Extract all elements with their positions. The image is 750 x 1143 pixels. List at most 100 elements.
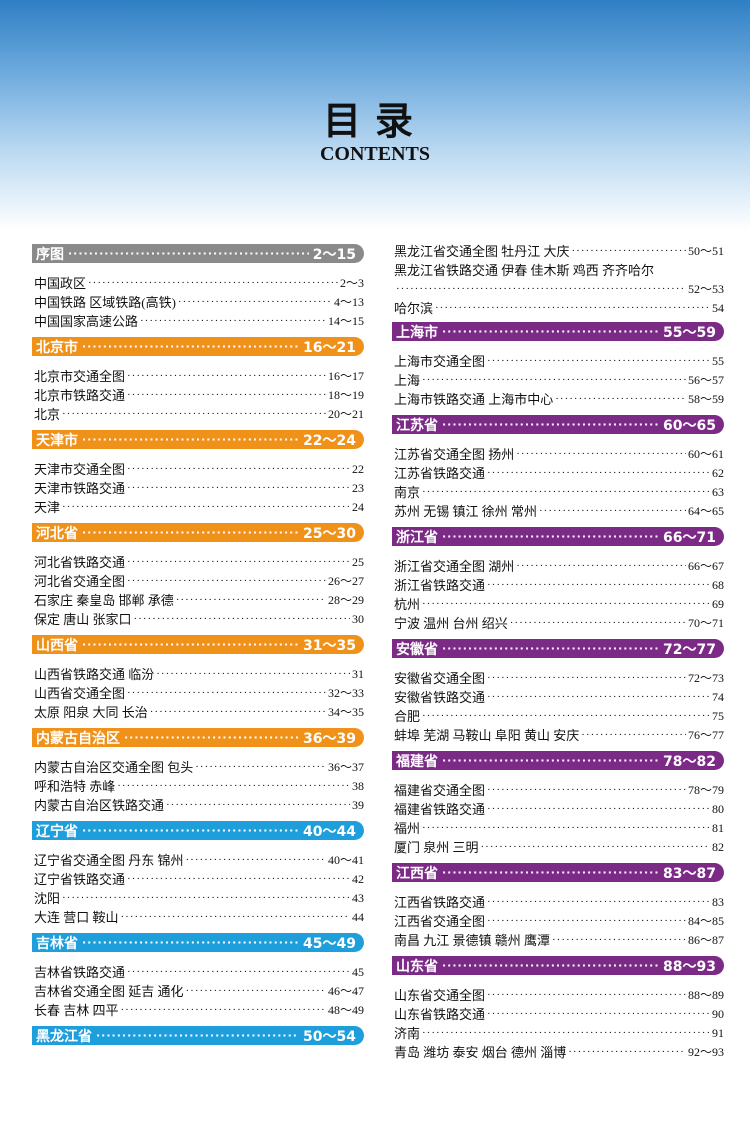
toc-entry[interactable]: 太原 阳泉 大同 长治 ·····························… [34, 703, 364, 722]
entry-page: 88～89 [687, 988, 724, 1002]
toc-entry[interactable]: 福建省铁路交通 ·································… [394, 800, 724, 819]
section-header[interactable]: 河北省 ·····································… [32, 523, 364, 542]
section-entries: 辽宁省交通全图 丹东 锦州 ···························… [32, 840, 364, 933]
section-header[interactable]: 吉林省 ·····································… [32, 933, 364, 952]
section-header[interactable]: 辽宁省 ·····································… [32, 821, 364, 840]
section-pages: 45～49 [303, 935, 356, 952]
toc-entry[interactable]: 吉林省铁路交通 ·································… [34, 963, 364, 982]
toc-entry[interactable]: 河北省铁路交通 ·································… [34, 553, 364, 572]
section-name: 福建省 [396, 753, 438, 770]
section-header[interactable]: 江苏省 ·····································… [392, 415, 724, 434]
toc-entry[interactable]: 黑龙江省铁路交通 伊春 佳木斯 鸡西 齐齐哈尔 [394, 263, 655, 278]
section-pages: 88～93 [663, 958, 716, 975]
toc-entry[interactable]: 哈尔滨 ·····································… [394, 299, 724, 318]
entry-title: 长春 吉林 四平 [34, 1003, 119, 1018]
entry-page: 16～17 [327, 369, 364, 383]
toc-entry[interactable]: 辽宁省交通全图 丹东 锦州 ···························… [34, 851, 364, 870]
toc-entry[interactable]: 厦门 泉州 三明 ································… [394, 838, 724, 857]
entry-page: 54 [712, 301, 724, 315]
toc-entry[interactable]: 安徽省铁路交通 ·································… [394, 688, 724, 707]
toc-entry[interactable]: 上海市铁路交通 上海市中心 ···························… [394, 390, 724, 409]
section-header[interactable]: 山西省 ·····································… [32, 635, 364, 654]
entry-page: 81 [712, 821, 724, 835]
toc-entry[interactable]: 南昌 九江 景德镇 赣州 鹰潭 ·························… [394, 931, 724, 950]
toc-entry[interactable]: 山西省铁路交通 临汾 ······························… [34, 665, 364, 684]
toc-entry[interactable]: 上海 ······································… [394, 371, 724, 390]
toc-entry[interactable]: 合肥 ······································… [394, 707, 724, 726]
toc-entry[interactable]: 济南 ······································… [394, 1024, 724, 1043]
toc-entry[interactable]: 北京市铁路交通 ·································… [34, 386, 364, 405]
entry-title: 济南 [394, 1026, 421, 1041]
section-header[interactable]: 上海市 ·····································… [392, 322, 724, 341]
entry-page: 42 [352, 872, 364, 886]
toc-entry[interactable]: 南京 ······································… [394, 483, 724, 502]
leader-dots: ········································… [442, 642, 660, 655]
section-header[interactable]: 浙江省 ·····································… [392, 527, 724, 546]
toc-entry[interactable]: 石家庄 秦皇岛 邯郸 承德 ···························… [34, 591, 364, 610]
section-header[interactable]: 黑龙江省 ····································… [32, 1026, 364, 1045]
section-header[interactable]: 内蒙古自治区 ··································… [32, 728, 364, 747]
leader-dots: ········································… [127, 873, 350, 885]
toc-entry[interactable]: 福州 ······································… [394, 819, 724, 838]
entry-page: 76～77 [687, 728, 724, 742]
section-header[interactable]: 天津市 ·····································… [32, 430, 364, 449]
toc-entry[interactable]: 宁波 温州 台州 绍兴 ·····························… [394, 614, 724, 633]
toc-entry[interactable]: 浙江省交通全图 湖州 ······························… [394, 557, 724, 576]
toc-entry[interactable]: 杭州 ······································… [394, 595, 724, 614]
toc-entry[interactable]: 福建省交通全图 ·································… [394, 781, 724, 800]
entry-title: 合肥 [394, 709, 421, 724]
toc-entry[interactable]: 长春 吉林 四平 ································… [34, 1001, 364, 1020]
entry-page: 50～51 [687, 244, 724, 258]
toc-entry[interactable]: 江苏省交通全图 扬州 ······························… [394, 445, 724, 464]
section-header[interactable]: 序图 ······································… [32, 244, 364, 263]
toc-entry[interactable]: 内蒙古自治区交通全图 包头 ···························… [34, 758, 364, 777]
toc-entry[interactable]: 北京市交通全图 ·································… [34, 367, 364, 386]
toc-entry[interactable]: 蚌埠 芜湖 马鞍山 阜阳 黄山 安庆 ······················… [394, 726, 724, 745]
section-name: 内蒙古自治区 [36, 730, 120, 747]
leader-dots: ········································… [127, 575, 326, 587]
section-header[interactable]: 江西省 ·····································… [392, 863, 724, 882]
toc-entry[interactable]: 上海市交通全图 ·································… [394, 352, 724, 371]
section-entries: 浙江省交通全图 湖州 ······························… [392, 546, 724, 639]
toc-entry[interactable]: 辽宁省铁路交通 ·································… [34, 870, 364, 889]
entry-page: 69 [712, 597, 724, 611]
toc-entry[interactable]: 安徽省交通全图 ·································… [394, 669, 724, 688]
toc-entry[interactable]: 天津市铁路交通 ·································… [34, 479, 364, 498]
toc-entry[interactable]: 江西省交通全图 ·································… [394, 912, 724, 931]
toc-entry[interactable]: 保定 唐山 张家口 ·······························… [34, 610, 364, 629]
entry-page: 68 [712, 578, 724, 592]
toc-entry[interactable]: 呼和浩特 赤峰 ·································… [34, 777, 364, 796]
entry-title: 大连 营口 鞍山 [34, 910, 119, 925]
toc-entry[interactable]: 青岛 潍坊 泰安 烟台 德州 淄博 ·······················… [394, 1043, 724, 1062]
section-header[interactable]: 福建省 ·····································… [392, 751, 724, 770]
section-header[interactable]: 北京市 ·····································… [32, 337, 364, 356]
toc-entry[interactable]: 江苏省铁路交通 ·································… [394, 464, 724, 483]
leader-dots: ········································… [509, 617, 686, 629]
entry-title: 福建省交通全图 [394, 783, 486, 798]
toc-entry[interactable]: 山东省铁路交通 ·································… [394, 1005, 724, 1024]
entry-title: 辽宁省交通全图 丹东 锦州 [34, 853, 184, 868]
toc-entry[interactable]: 大连 营口 鞍山 ································… [34, 908, 364, 927]
toc-entry[interactable]: 山东省交通全图 ·································… [394, 986, 724, 1005]
leader-dots: ········································… [422, 486, 710, 498]
toc-entry[interactable]: 中国政区 ····································… [34, 274, 364, 293]
toc-entry[interactable]: 江西省铁路交通 ·································… [394, 893, 724, 912]
toc-entry[interactable]: 吉林省交通全图 延吉 通化 ···························… [34, 982, 364, 1001]
toc-entry[interactable]: 黑龙江省交通全图 牡丹江 大庆·························… [394, 242, 724, 261]
toc-entry[interactable]: 山西省交通全图 ·································… [34, 684, 364, 703]
section-header[interactable]: 山东省 ·····································… [392, 956, 724, 975]
toc-entry[interactable]: 北京 ······································… [34, 405, 364, 424]
toc-entry[interactable]: 沈阳 ······································… [34, 889, 364, 908]
toc-entry[interactable]: 内蒙古自治区铁路交通 ······························… [34, 796, 364, 815]
toc-entry[interactable]: 中国国家高速公路 ································… [34, 312, 364, 331]
section-header[interactable]: 安徽省 ·····································… [392, 639, 724, 658]
toc-entry[interactable]: 河北省交通全图 ·································… [34, 572, 364, 591]
toc-section: 北京市 ·····································… [32, 337, 364, 430]
toc-entry[interactable]: 天津 ······································… [34, 498, 364, 517]
toc-entry[interactable]: 浙江省铁路交通 ·································… [394, 576, 724, 595]
entry-page: 31 [352, 667, 364, 681]
toc-entry[interactable]: 苏州 无锡 镇江 徐州 常州 ··························… [394, 502, 724, 521]
entry-page: 80 [712, 802, 724, 816]
toc-entry[interactable]: 中国铁路 区域铁路(高铁) ···························… [34, 293, 364, 312]
toc-entry[interactable]: 天津市交通全图 ·································… [34, 460, 364, 479]
